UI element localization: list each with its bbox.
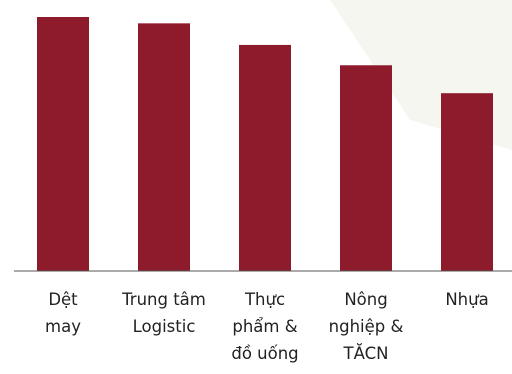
bar-4 [441,93,493,271]
bar-1 [138,23,190,271]
category-label-line: TĂCN [343,344,389,363]
bar-3 [340,65,392,271]
category-label-3: Nông nghiệp & TĂCN [316,286,416,367]
category-label-line: nghiệp & [328,317,404,336]
category-label-0: Dệt may [13,286,113,340]
category-label-line: phẩm & [232,317,298,336]
category-label-line: Nhựa [445,290,489,309]
category-label-1: Trung tâm Logistic [114,286,214,340]
category-label-line: Dệt [48,290,78,309]
category-label-line: may [45,317,81,336]
category-label-line: Nông [344,290,388,309]
bar-2 [239,44,291,271]
background-decoration-2 [470,0,512,40]
category-label-4: Nhựa [417,286,512,313]
bar-0 [37,17,89,271]
category-label-line: Logistic [132,317,196,336]
bars-group [37,17,493,271]
category-label-2: Thực phẩm & đồ uống [215,286,315,367]
category-label-line: Trung tâm [122,290,206,309]
category-label-line: Thực [244,290,286,309]
category-label-line: đồ uống [231,344,299,363]
